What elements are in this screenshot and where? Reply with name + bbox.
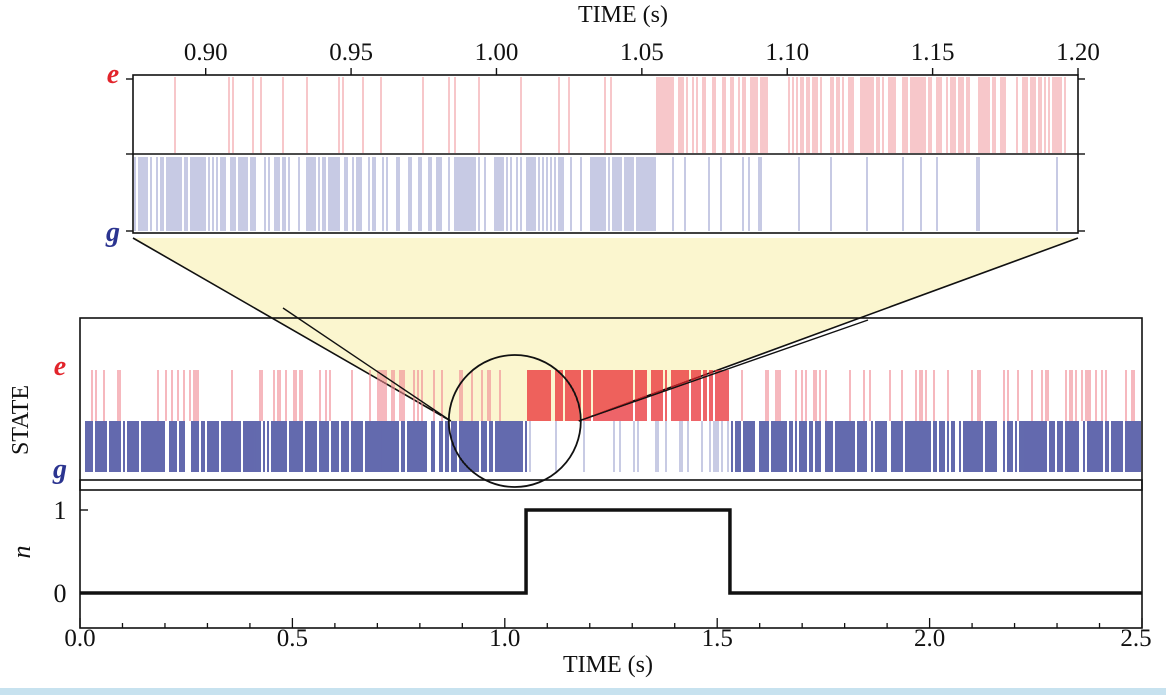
top-e-row-label: e (107, 59, 119, 90)
zoom-line-left-overlay (282, 307, 452, 422)
state-raster-panel (79, 307, 1143, 491)
top-x-tick-label: 0.95 (329, 39, 373, 66)
state-e-row-label: e (54, 351, 66, 382)
n-x-tick-label: 1.0 (489, 625, 520, 652)
top-x-tick-label: 1.15 (911, 39, 955, 66)
zoom-raster-panel: 0.90 0.95 1.00 1.05 1.10 1.15 1.20 (126, 39, 1100, 234)
n-step-panel: 0 1 0.0 0.5 1.0 1.5 2.0 2.5 (54, 479, 1152, 652)
n-x-tick-label: 0.0 (64, 625, 95, 652)
top-x-tick-label: 1.00 (475, 39, 519, 66)
top-x-tick-label: 1.10 (765, 39, 809, 66)
n-x-tick-label: 1.5 (702, 625, 733, 652)
bottom-x-axis-label: TIME (s) (563, 652, 653, 678)
bottom-border-strip (0, 688, 1166, 695)
zoom-line-right-overlay (578, 319, 869, 422)
zoom-circle (447, 354, 582, 488)
zoom-line-left (132, 237, 452, 422)
top-x-tick-label: 0.90 (184, 39, 228, 66)
n-y-tick-label: 0 (54, 579, 67, 608)
n-x-tick-label: 2.0 (914, 625, 945, 652)
state-g-row-label: g (52, 454, 67, 485)
zoom-wedge-fill (133, 238, 1078, 421)
n-panel-frame (79, 479, 1143, 629)
n-step-line (80, 508, 1142, 595)
n-axis-label: n (7, 546, 36, 559)
top-x-tick-label: 1.05 (620, 39, 664, 66)
top-g-row-label: g (105, 217, 120, 248)
n-y-tick-label: 1 (54, 496, 67, 525)
n-x-tick-label: 2.5 (1120, 625, 1151, 652)
state-panel-frame (79, 317, 1143, 491)
n-x-tick-label: 0.5 (277, 625, 308, 652)
state-axis-label: STATE (8, 385, 34, 455)
top-x-axis-label: TIME (s) (578, 2, 668, 28)
top-x-tick-label: 1.20 (1056, 39, 1100, 66)
